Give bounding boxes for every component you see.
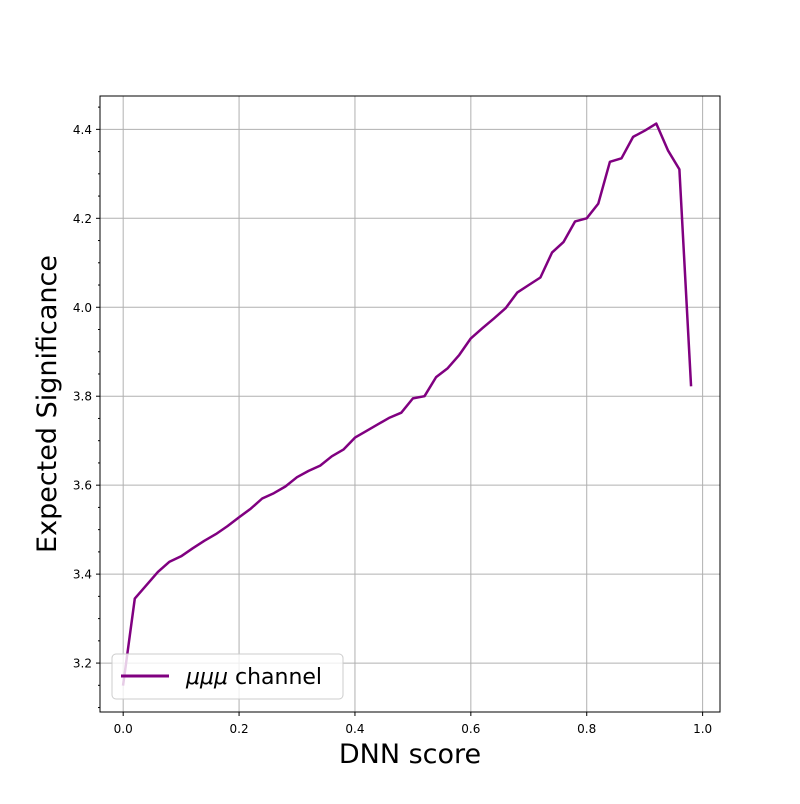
y-tick-label: 4.0 <box>73 301 92 315</box>
x-tick-label: 0.6 <box>461 722 480 736</box>
y-tick-label: 3.4 <box>73 568 92 582</box>
grid-lines <box>100 96 720 712</box>
x-tick-label: 0.8 <box>577 722 596 736</box>
x-tick-label: 0.0 <box>114 722 133 736</box>
y-tick-label: 4.4 <box>73 123 92 137</box>
y-tick-label: 4.2 <box>73 212 92 226</box>
legend-entry: μμμ channel <box>185 665 322 690</box>
axis-ticks: 0.0 0.2 0.4 0.6 0.8 1.0 3.2 3.4 3.6 3.8 4.0 4.2 4.4 <box>73 106 712 736</box>
series-line <box>121 122 693 686</box>
plot-frame <box>99 95 721 713</box>
x-tick-label: 0.4 <box>345 722 364 736</box>
series-layer <box>121 122 693 686</box>
x-tick-label: 1.0 <box>693 722 712 736</box>
y-tick-label: 3.2 <box>73 657 92 671</box>
legend-box <box>111 653 344 700</box>
x-axis-label: DNN score <box>339 739 481 770</box>
legend-entry-symbol: μμμ <box>185 665 228 690</box>
x-tick-label: 0.2 <box>230 722 249 736</box>
y-tick-label: 3.8 <box>73 390 92 404</box>
legend-entry-text: channel <box>228 665 322 690</box>
y-axis-label: Expected Significance <box>32 255 63 553</box>
legend: μμμ channel <box>111 653 344 700</box>
y-tick-label: 3.6 <box>73 479 92 493</box>
